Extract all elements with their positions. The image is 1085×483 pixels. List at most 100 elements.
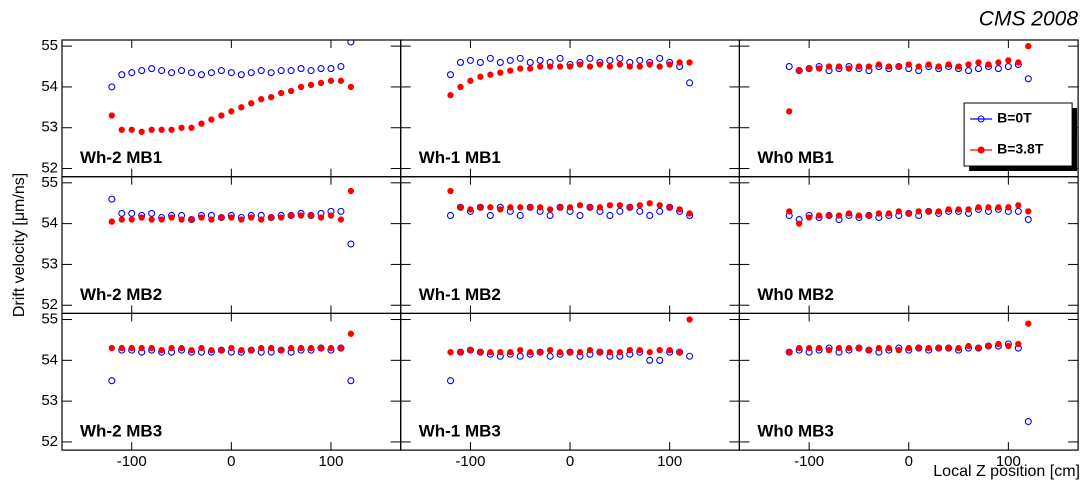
x-tick-label: -100 [794, 453, 824, 470]
y-tick-label: 54 [41, 215, 58, 232]
filled-marker [646, 61, 653, 68]
open-marker [446, 377, 455, 385]
filled-marker [477, 204, 484, 211]
filled-marker [895, 208, 902, 215]
panel-title: Wh-2 MB2 [80, 285, 162, 304]
plot-area [446, 187, 694, 220]
filled-marker [208, 346, 215, 354]
filled-marker [517, 204, 524, 211]
filled-marker [258, 216, 265, 223]
open-marker [476, 58, 484, 66]
filled-marker [218, 346, 225, 354]
filled-marker [805, 214, 813, 221]
open-marker [974, 65, 983, 73]
plot-area [785, 42, 1032, 115]
filled-marker [278, 346, 285, 354]
filled-marker [1025, 42, 1032, 50]
filled-marker [586, 346, 594, 354]
open-marker [606, 211, 614, 220]
y-tick-label: 54 [41, 78, 58, 95]
filled-marker [128, 216, 135, 223]
filled-marker [885, 344, 892, 352]
open-marker [456, 58, 465, 66]
filled-marker [1015, 59, 1022, 66]
open-marker [317, 65, 325, 73]
filled-marker [676, 59, 683, 66]
open-marker [516, 54, 524, 62]
filled-marker [1025, 320, 1032, 327]
filled-marker [626, 346, 633, 354]
filled-marker [128, 126, 135, 133]
open-marker [616, 54, 624, 62]
filled-marker [307, 212, 315, 219]
filled-marker [955, 206, 962, 213]
filled-marker [188, 346, 195, 354]
filled-marker [556, 204, 564, 211]
filled-marker [666, 204, 673, 211]
open-marker [187, 69, 196, 77]
filled-marker [477, 349, 484, 356]
y-tick-label: 55 [41, 174, 58, 191]
filled-marker [835, 344, 843, 352]
open-marker [556, 54, 564, 62]
legend-box [963, 102, 1073, 167]
open-marker [546, 352, 554, 360]
legend-label: B=0T [997, 110, 1032, 126]
filled-marker [138, 344, 145, 352]
filled-marker [1015, 202, 1022, 209]
open-marker [257, 67, 265, 75]
open-marker [297, 65, 305, 73]
filled-marker [297, 83, 305, 91]
plot-area [446, 316, 694, 385]
filled-marker [537, 349, 544, 356]
filled-marker [676, 206, 683, 213]
filled-marker [218, 112, 225, 119]
open-marker [656, 356, 664, 364]
legend-marker [977, 146, 985, 154]
filled-marker [287, 344, 295, 352]
open-marker [576, 211, 584, 220]
x-tick-label: 0 [566, 453, 574, 470]
filled-marker [108, 218, 115, 225]
filled-marker [636, 63, 643, 70]
filled-marker [238, 216, 245, 223]
filled-marker [566, 204, 574, 211]
filled-marker [138, 214, 145, 221]
filled-marker [168, 214, 175, 221]
open-marker [247, 69, 255, 77]
open-marker [287, 67, 295, 75]
filled-marker [656, 63, 663, 70]
open-marker [486, 211, 494, 220]
filled-marker [537, 63, 544, 70]
filled-marker [118, 126, 125, 133]
filled-marker [118, 344, 125, 352]
filled-marker [616, 349, 624, 356]
plot-area [108, 187, 355, 248]
filled-marker [975, 59, 982, 66]
filled-marker [965, 342, 972, 350]
open-marker [586, 54, 594, 62]
filled-marker [915, 344, 922, 352]
filled-marker [108, 344, 115, 352]
plot-area [108, 40, 355, 135]
filled-marker [317, 344, 325, 352]
open-marker [636, 56, 644, 64]
filled-marker [815, 212, 823, 219]
filled-marker [985, 61, 992, 68]
filled-marker [307, 344, 315, 352]
open-marker [964, 67, 973, 75]
open-marker [686, 79, 694, 87]
plot-area [446, 54, 694, 99]
legend-marker [977, 115, 985, 123]
filled-marker [1025, 208, 1032, 215]
filled-marker [975, 204, 982, 211]
filled-marker [198, 344, 205, 352]
filled-marker [208, 216, 215, 223]
filled-marker [556, 349, 564, 356]
open-marker [138, 67, 146, 75]
y-tick-label: 53 [41, 255, 58, 272]
filled-marker [487, 204, 494, 211]
filled-marker [248, 214, 255, 221]
filled-marker [626, 63, 633, 70]
filled-marker [786, 208, 793, 215]
